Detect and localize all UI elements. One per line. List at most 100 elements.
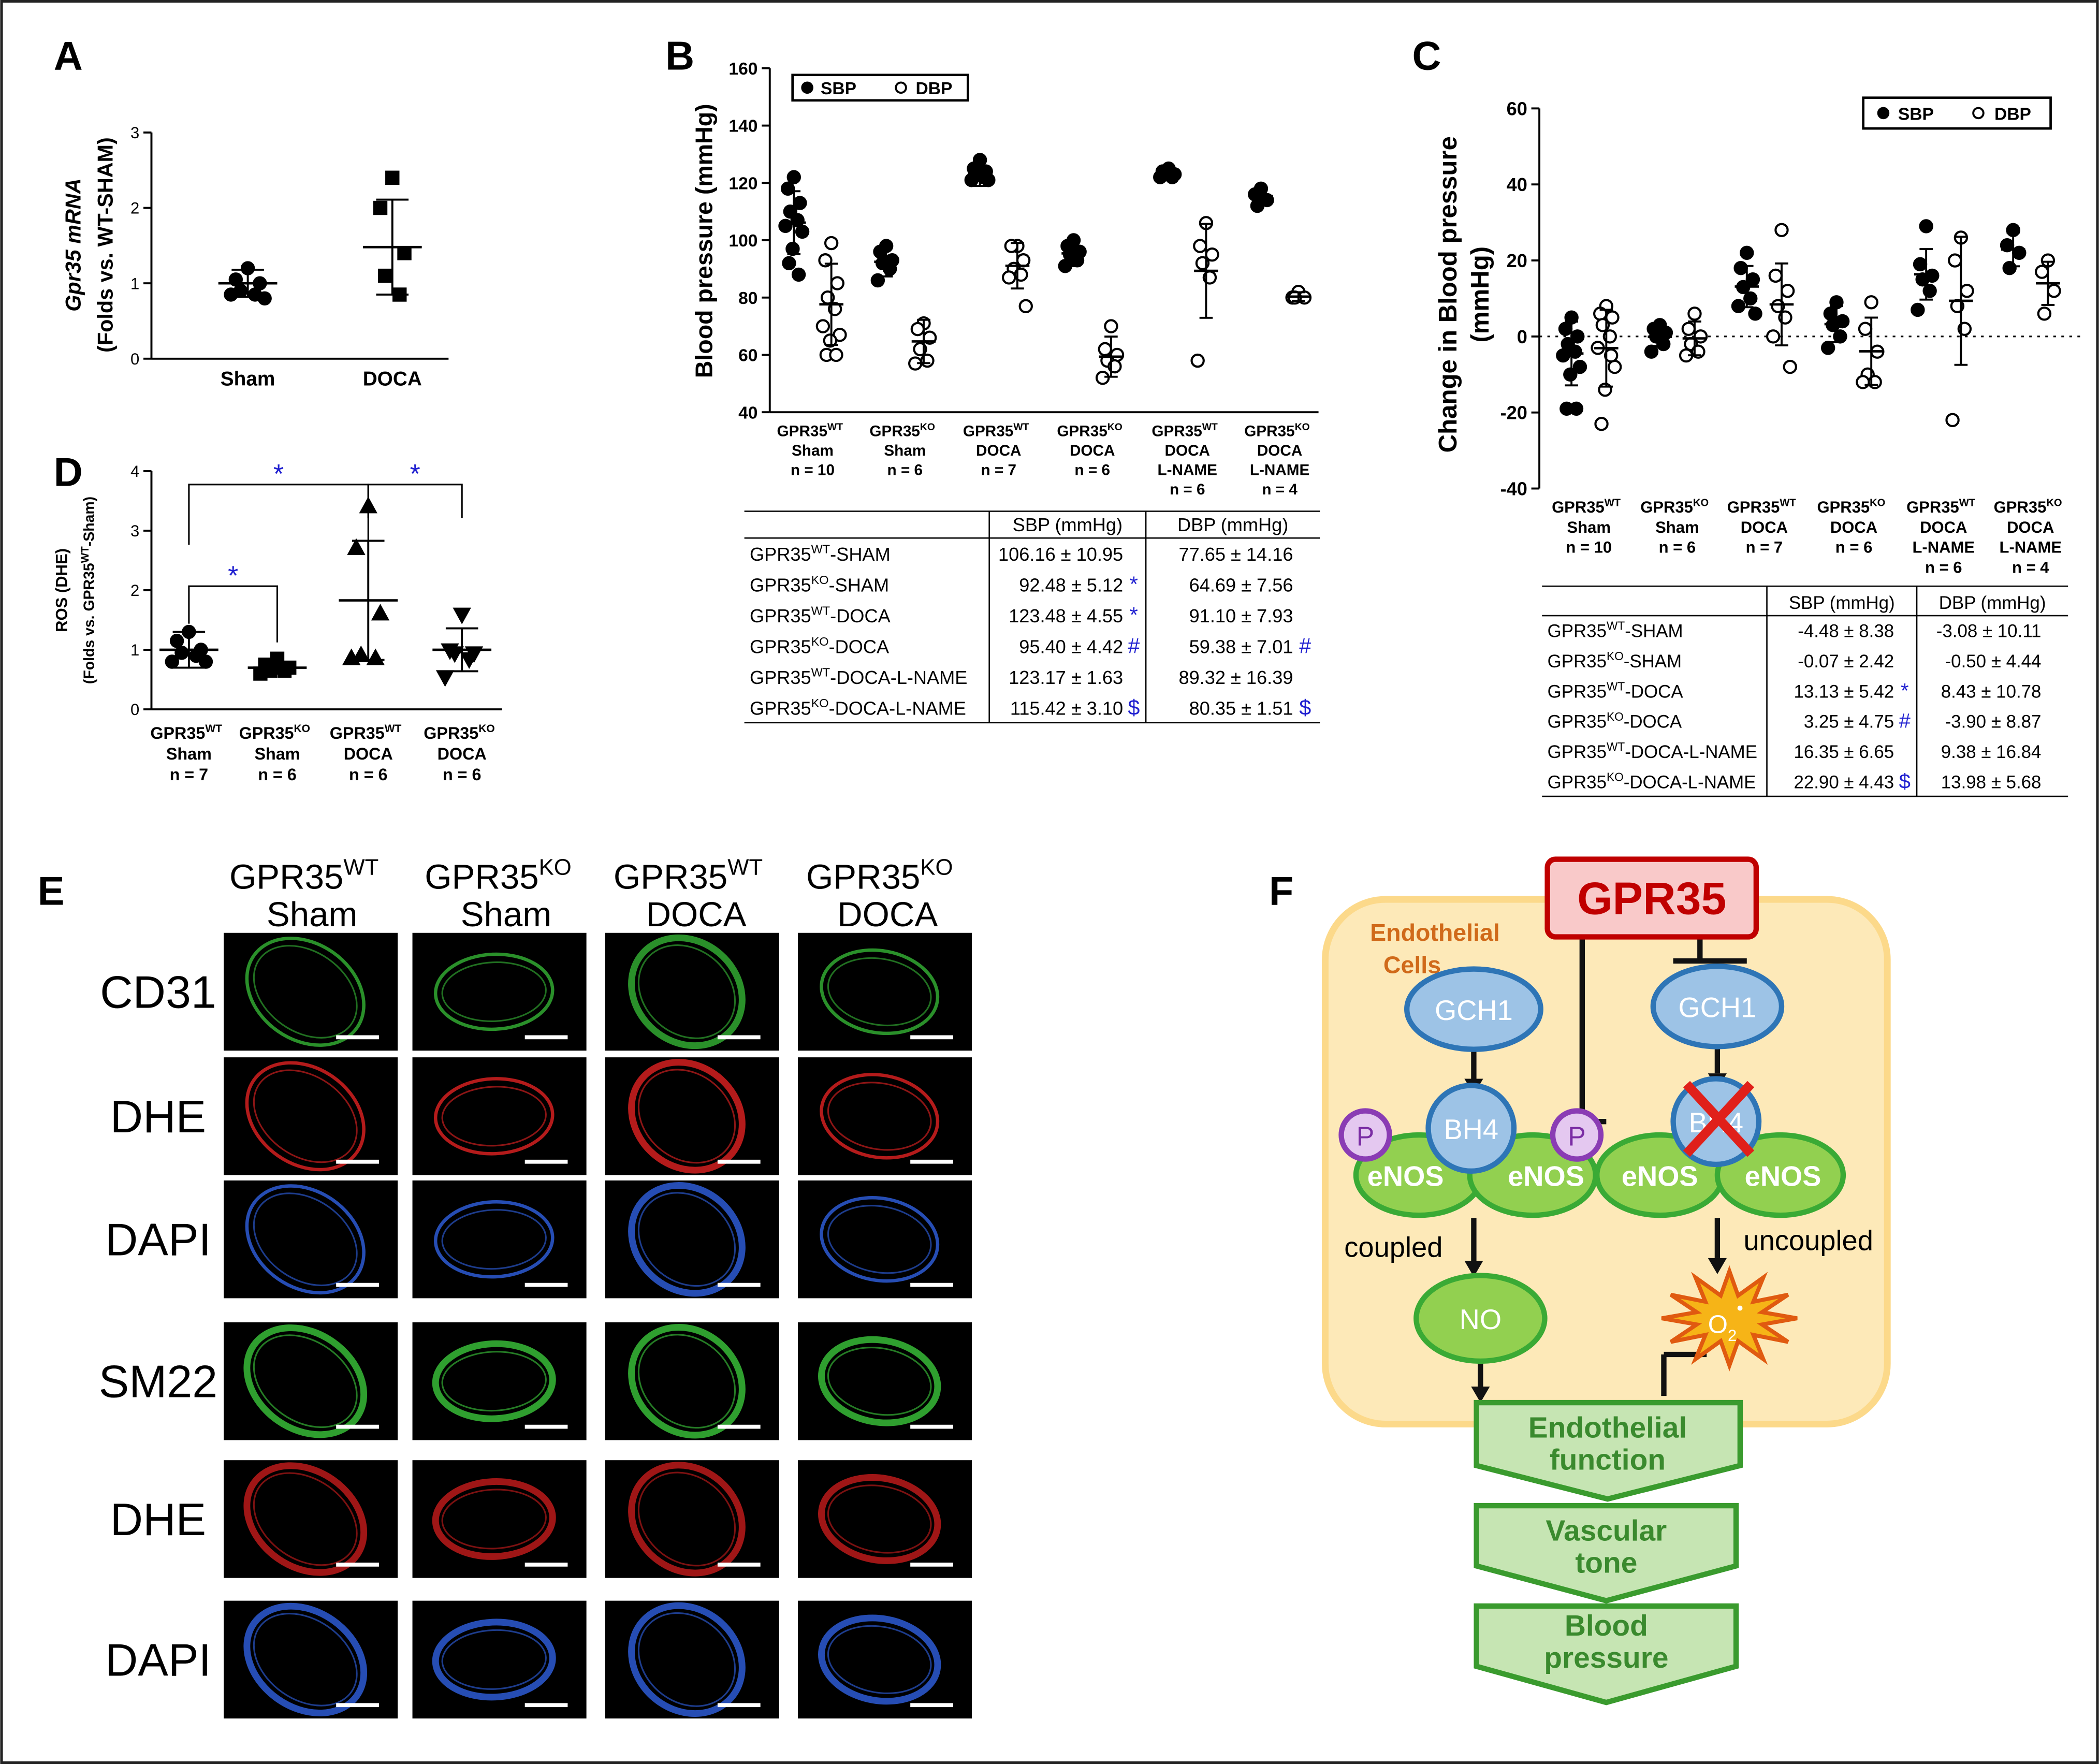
vessel-outline [827, 1082, 932, 1151]
label: GPR35KO-DOCA-L-NAME [750, 696, 966, 719]
table-header: DBP (mmHg) [1177, 514, 1288, 535]
table-cell: 13.13 ± 5.42 [1794, 681, 1894, 702]
vessel-outline [637, 1471, 736, 1567]
micrograph [224, 1180, 398, 1299]
table-cell: 77.65 ± 14.16 [1178, 544, 1293, 565]
label: GPR35WT [229, 855, 378, 897]
point [1820, 341, 1835, 355]
gpr35-label: GPR35 [1577, 873, 1726, 924]
point [1572, 359, 1587, 374]
vessel-outline [628, 1602, 746, 1717]
legend-label: DBP [916, 79, 953, 98]
label-name: GPR35 [424, 724, 478, 742]
label-name: GPR35 [1057, 423, 1107, 440]
x-tick-label: n = 6 [1074, 462, 1110, 479]
y-tick-label: 1 [130, 274, 139, 293]
point [378, 268, 392, 283]
label-suffix: -SHAM [829, 575, 890, 596]
vessel-outline [818, 1336, 941, 1426]
point [352, 645, 371, 662]
label-name: GPR35 [1548, 712, 1607, 732]
vessel-outline [245, 1061, 366, 1172]
table-mark: $ [1128, 695, 1140, 719]
point [2037, 307, 2052, 321]
vessel-outline [253, 1069, 358, 1163]
label-name: GPR35 [750, 575, 811, 596]
diagram: F Endothelial Cells GPR35 GCH1 [1269, 856, 1891, 1705]
label-suffix: -DOCA [1625, 681, 1683, 702]
point [1248, 187, 1262, 202]
label-name: GPR35 [777, 423, 827, 440]
label: GPR35KO-DOCA [750, 635, 890, 657]
point [385, 170, 400, 185]
y-tick-label: 120 [728, 174, 757, 193]
label-name: GPR35 [1548, 772, 1607, 793]
label-sup: WT [1607, 740, 1625, 753]
no-node [1413, 1273, 1548, 1364]
outcome-arrow [1474, 1503, 1739, 1603]
x-tick-label: DOCA [1741, 518, 1788, 536]
panel-label: E [38, 869, 65, 913]
point [981, 173, 996, 187]
vessel-outline [827, 1484, 932, 1554]
cross-line [1683, 1081, 1755, 1157]
label: GPR35WT [777, 422, 843, 440]
legend-label: SBP [821, 79, 856, 98]
vessel-outline [243, 1462, 368, 1576]
label-suffix: -DOCA-L-NAME [829, 697, 966, 719]
x-tick-label: n = 4 [2012, 558, 2049, 576]
label-sup: KO [1607, 770, 1624, 784]
point [1766, 329, 1781, 344]
vessel-outline [243, 1602, 368, 1716]
table-cell: 106.16 ± 10.95 [998, 544, 1123, 565]
x-tick-label: n = 6 [1925, 558, 1962, 576]
label-sup: KO [1295, 422, 1310, 433]
vessel-outline [253, 1612, 358, 1707]
label-sup: KO [2046, 498, 2062, 509]
gch1-node [1650, 964, 1785, 1049]
legend-label: SBP [1898, 105, 1934, 124]
y-tick-label: 1 [130, 641, 139, 659]
point [165, 654, 179, 669]
vessel-outline [820, 1073, 940, 1160]
label-sup: WT [1605, 498, 1621, 509]
vessel-outline [433, 1077, 555, 1156]
cell-label: Cells [1383, 951, 1441, 978]
row-label: DHE [110, 1091, 207, 1142]
label-sup: WT [1959, 498, 1976, 509]
bh4-label: BH4 [1444, 1114, 1498, 1145]
point [1598, 382, 1612, 397]
cell-label: Endothelial [1370, 919, 1500, 946]
vessel-outline [628, 1324, 746, 1439]
column-header: Sham [267, 895, 358, 934]
point [823, 333, 838, 348]
y-axis-label: (mmHg) [1466, 246, 1494, 343]
chart: B 40 60 80 100 120 140 160 Blood pressure (mmHg)… [665, 34, 1319, 498]
point [1948, 253, 1962, 268]
x-tick-label: Sham [221, 368, 275, 390]
point [347, 538, 366, 555]
gch1-label: GCH1 [1679, 992, 1757, 1024]
label-name: GPR35 [425, 857, 538, 896]
label-name: GPR35 [750, 667, 811, 688]
vessel-outline [441, 1209, 547, 1270]
vessel-outline [433, 952, 555, 1031]
y-axis-label: Blood pressure (mmHg) [691, 104, 718, 378]
label: GPR35KO [239, 723, 310, 742]
table-cell: 59.38 ± 7.01 [1189, 636, 1293, 657]
y-tick-label: 2 [130, 199, 139, 217]
vessel-outline [253, 945, 358, 1039]
point [373, 200, 388, 215]
x-tick-label: Sham [166, 745, 212, 763]
point [1864, 295, 1878, 310]
y-tick-label: 2 [130, 581, 139, 600]
point [397, 246, 412, 260]
vessel-outline [818, 1474, 941, 1564]
y-axis-label: ROS (DHE) [53, 548, 71, 632]
micrograph [412, 1057, 587, 1175]
label-name: GPR35 [1817, 498, 1870, 516]
label-sup: KO [920, 855, 953, 880]
label-name: GPR35 [239, 724, 294, 742]
point [1644, 344, 1659, 359]
panel-label: B [665, 34, 694, 78]
